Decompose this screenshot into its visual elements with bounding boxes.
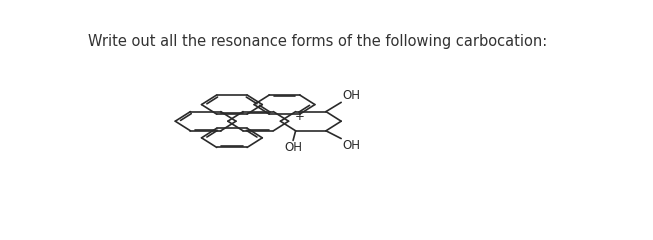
- Text: OH: OH: [284, 141, 302, 154]
- Text: Write out all the resonance forms of the following carbocation:: Write out all the resonance forms of the…: [88, 34, 547, 49]
- Text: +: +: [295, 110, 305, 123]
- Text: OH: OH: [342, 89, 360, 102]
- Text: OH: OH: [342, 139, 360, 152]
